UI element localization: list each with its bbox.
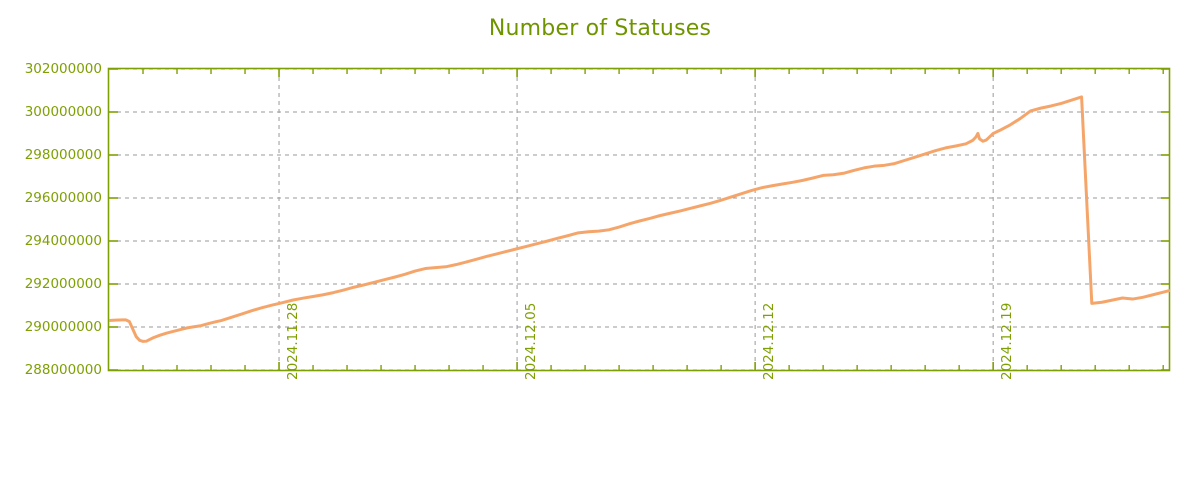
chart-title: Number of Statuses [488,16,712,41]
y-axis-tick-label: 290000000 [24,319,102,335]
x-axis-tick-label: 2024.12.12 [761,302,778,380]
x-axis-tick-label: 2024.12.05 [523,302,540,380]
plot-frame [107,67,1171,372]
x-axis-tick-label: 2024.12.19 [999,302,1016,380]
y-axis-tick-label: 288000000 [24,362,102,378]
x-axis-minor-ticks [142,69,1164,370]
y-axis-tick-label: 298000000 [24,147,102,163]
x-gridlines [278,69,994,370]
y-axis-tick-label: 296000000 [24,190,102,206]
y-axis-tick-label: 292000000 [24,276,102,292]
data-series-line [108,95,1171,343]
y-axis-tick-label: 302000000 [24,61,102,77]
y-axis-tick-label: 300000000 [24,104,102,120]
y-axis-tick-label: 294000000 [24,233,102,249]
x-axis-tick-label: 2024.11.28 [285,302,302,380]
